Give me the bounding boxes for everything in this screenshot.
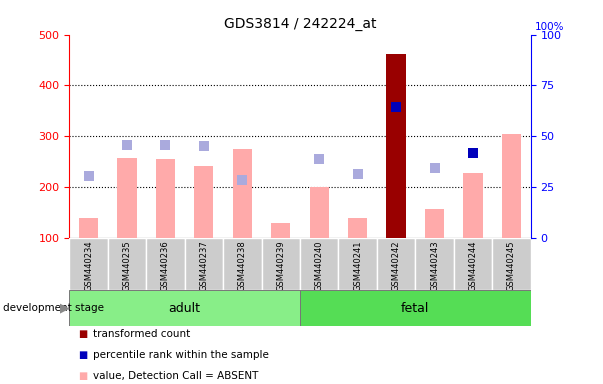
Text: GSM440235: GSM440235 — [122, 240, 131, 291]
Text: development stage: development stage — [3, 303, 104, 313]
Bar — [185, 238, 223, 290]
Bar — [377, 238, 415, 290]
Bar — [425, 209, 444, 238]
Text: GSM440242: GSM440242 — [391, 240, 400, 291]
Text: GSM440245: GSM440245 — [507, 240, 516, 291]
Bar — [233, 149, 252, 238]
Bar — [223, 238, 262, 290]
Bar — [300, 290, 531, 326]
Bar — [118, 158, 137, 238]
Text: ■: ■ — [78, 350, 87, 360]
Bar — [262, 238, 300, 290]
Bar — [271, 223, 291, 238]
Bar — [492, 238, 531, 290]
Text: GSM440237: GSM440237 — [200, 240, 209, 291]
Text: GSM440241: GSM440241 — [353, 240, 362, 291]
Text: percentile rank within the sample: percentile rank within the sample — [93, 350, 270, 360]
Text: GSM440244: GSM440244 — [469, 240, 478, 291]
Title: GDS3814 / 242224_at: GDS3814 / 242224_at — [224, 17, 376, 31]
Bar — [156, 159, 175, 238]
Text: ■: ■ — [78, 371, 87, 381]
Text: adult: adult — [169, 302, 201, 314]
Bar — [79, 218, 98, 238]
Text: transformed count: transformed count — [93, 329, 191, 339]
Text: GSM440234: GSM440234 — [84, 240, 93, 291]
Bar — [348, 218, 367, 238]
Bar — [454, 238, 492, 290]
Text: ▶: ▶ — [60, 302, 70, 314]
Text: GSM440236: GSM440236 — [161, 240, 170, 291]
Bar — [69, 238, 108, 290]
Bar — [69, 290, 300, 326]
Bar — [387, 54, 406, 238]
Bar — [108, 238, 146, 290]
Text: GSM440243: GSM440243 — [430, 240, 439, 291]
Bar — [300, 238, 338, 290]
Text: GSM440240: GSM440240 — [315, 240, 324, 291]
Bar — [463, 173, 482, 238]
Bar — [146, 238, 185, 290]
Text: 100%: 100% — [535, 22, 564, 32]
Text: GSM440239: GSM440239 — [276, 240, 285, 291]
Text: ■: ■ — [78, 329, 87, 339]
Bar — [415, 238, 453, 290]
Text: fetal: fetal — [401, 302, 429, 314]
Text: value, Detection Call = ABSENT: value, Detection Call = ABSENT — [93, 371, 259, 381]
Bar — [338, 238, 377, 290]
Bar — [309, 187, 329, 238]
Text: GSM440238: GSM440238 — [238, 240, 247, 291]
Bar — [502, 134, 521, 238]
Bar — [194, 166, 213, 238]
